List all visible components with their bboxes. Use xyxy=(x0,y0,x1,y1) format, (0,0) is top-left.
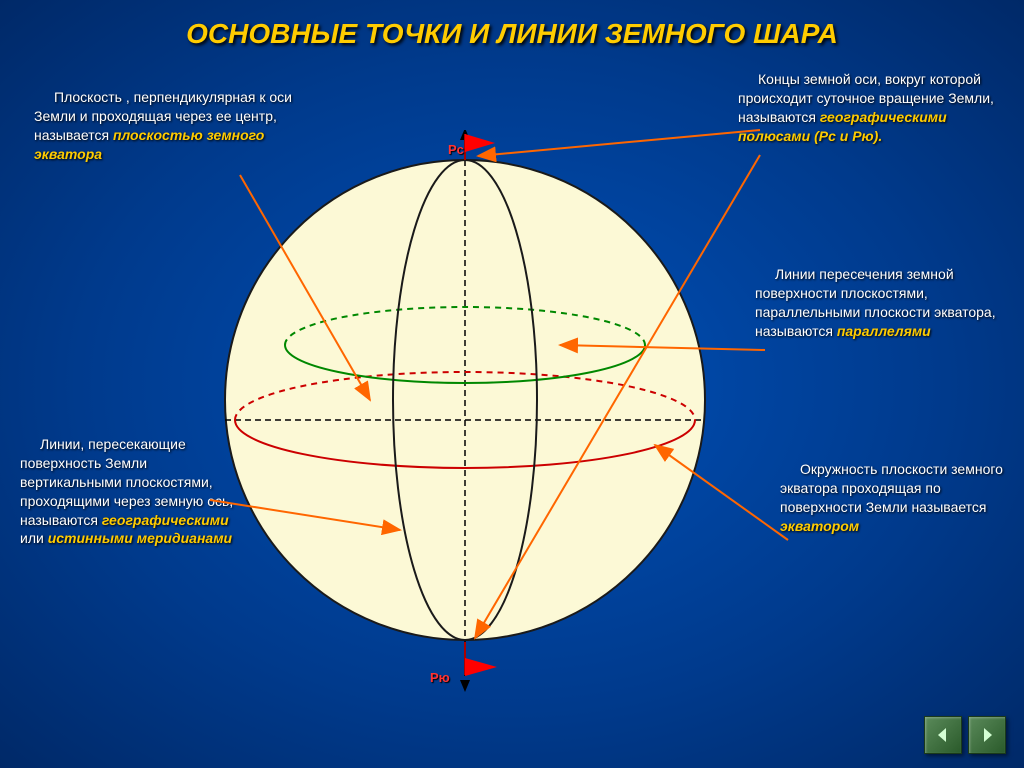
page-title: ОСНОВНЫЕ ТОЧКИ И ЛИНИИ ЗЕМНОГО ШАРА xyxy=(0,18,1024,50)
label-north-pole: Рс xyxy=(448,142,464,157)
arrow-right-icon xyxy=(978,726,996,744)
flag-north xyxy=(465,134,495,160)
flag-south xyxy=(465,642,497,676)
text-parallels: Линии пересечения земной поверхности пло… xyxy=(755,265,1013,341)
label-south-pole: Рю xyxy=(430,670,450,685)
sphere-diagram xyxy=(205,130,725,670)
arrow-left-icon xyxy=(934,726,952,744)
nav-prev-button[interactable] xyxy=(924,716,962,754)
nav-next-button[interactable] xyxy=(968,716,1006,754)
text-poles: Концы земной оси, вокруг которой происхо… xyxy=(738,70,1013,146)
text-equator: Окружность плоскости земного экватора пр… xyxy=(780,460,1015,536)
